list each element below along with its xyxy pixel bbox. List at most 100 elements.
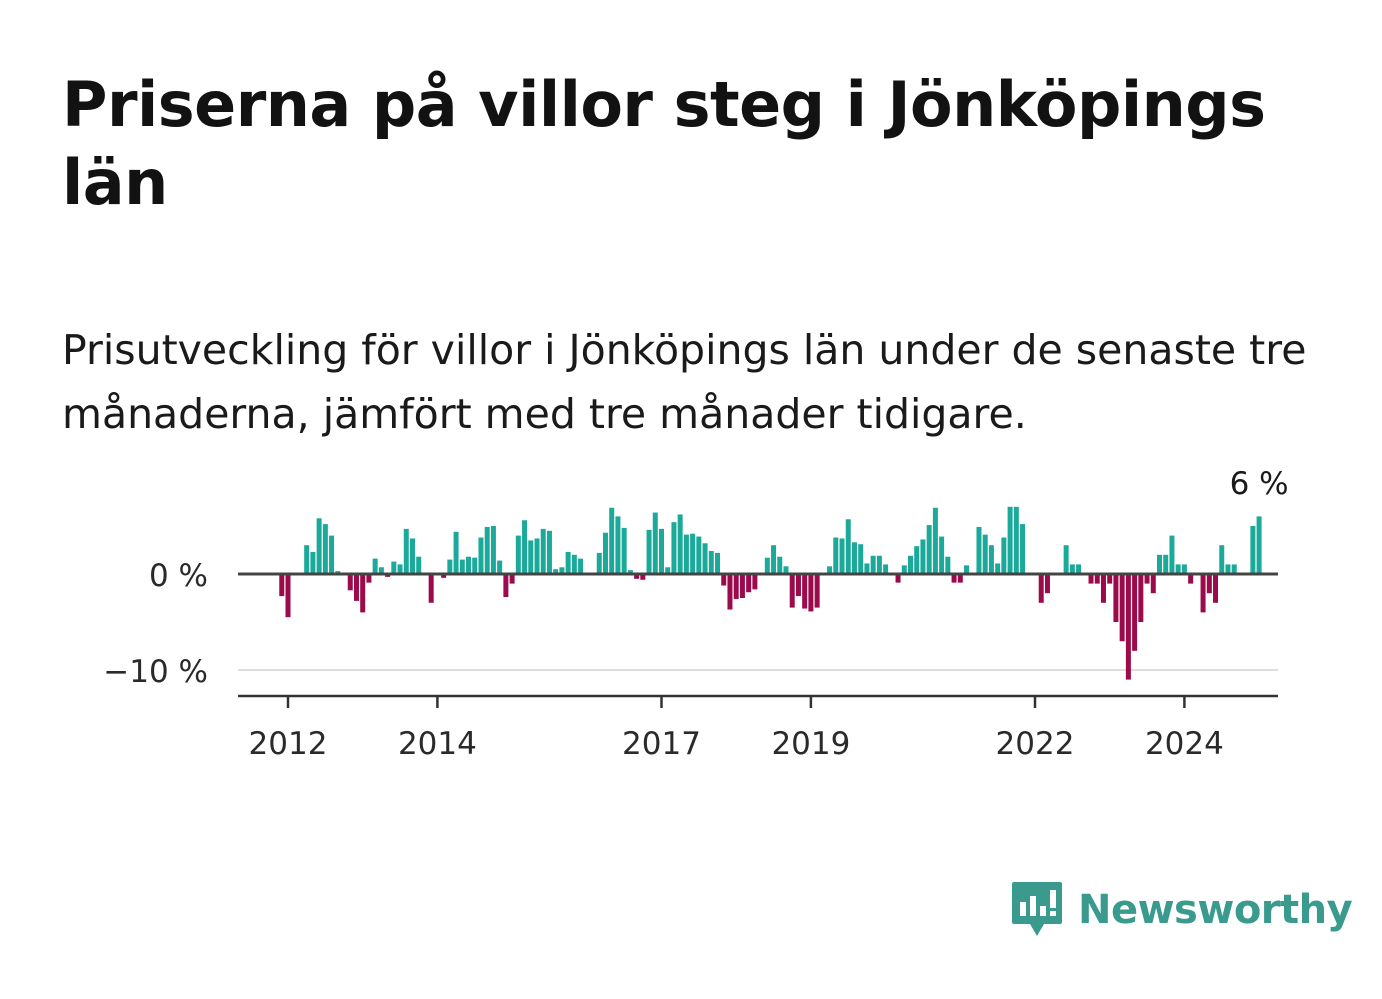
bar [652,512,658,574]
x-tick-label: 2019 [771,726,850,762]
bar [795,574,801,597]
bar [353,574,359,601]
bar [727,574,733,610]
bar [503,574,509,598]
bar [609,507,615,574]
bar [827,566,833,574]
bar [1020,524,1026,574]
bars [279,506,1262,680]
bar [322,524,328,574]
bar [976,526,982,574]
bar [578,558,584,574]
bar [783,566,789,574]
bar [1132,574,1138,651]
bar [932,507,938,574]
bar [771,545,777,574]
bar [646,529,652,574]
bar [484,526,490,574]
bar [839,538,845,574]
bar [1144,574,1150,584]
bar [571,554,577,574]
annotations: 6 % [1230,466,1289,502]
bar [683,534,689,574]
bar [553,569,559,574]
bar [1219,545,1225,574]
bar [814,574,820,608]
bar [1188,574,1194,584]
bar [671,522,677,574]
axes [238,572,1278,708]
bar [895,574,901,583]
bar [702,543,708,574]
bar [478,537,484,574]
bar [1013,506,1019,574]
bar [988,545,994,574]
bar [509,574,515,584]
bar [1231,564,1237,574]
bar [777,556,783,574]
bar [870,555,876,574]
bar [845,519,851,574]
bar [316,518,322,574]
bar [515,535,521,574]
bar [310,551,316,574]
bar [883,564,889,574]
bar [285,574,291,618]
brand-name: Newsworthy [1078,887,1353,933]
bar [634,574,640,579]
bar [1069,564,1075,574]
bar [410,538,415,574]
bar [565,551,571,574]
bar [1107,574,1113,584]
bar [808,574,814,612]
bar [540,528,546,574]
bar [360,574,366,613]
x-tick-label: 2012 [249,726,328,762]
bar [428,574,434,603]
bar [789,574,795,608]
bar [752,574,758,590]
bar [995,563,1001,574]
bar [279,574,285,597]
bar [304,545,310,574]
bar [1169,535,1175,574]
bar [1181,564,1187,574]
bar [659,528,664,574]
bar [764,557,770,574]
bar [908,555,913,574]
bar [403,528,409,574]
bar [1206,574,1212,594]
bar [964,565,970,574]
bar [957,574,963,583]
bar [447,559,453,574]
tick-labels: 0 % −10 % 2012 2014 2017 2019 2022 2024 [103,558,1224,762]
newsworthy-logo-icon [1012,882,1062,936]
bar [1007,506,1013,574]
bar [708,550,714,574]
bar [721,574,727,586]
bar [1213,574,1219,603]
x-tick-label: 2024 [1145,726,1224,762]
bar [466,556,472,574]
bar [982,534,988,574]
bar [459,559,465,574]
bar [733,574,739,599]
bar [665,567,671,574]
bar [851,542,857,574]
bar [1038,574,1044,603]
bar [490,526,496,574]
bar [1094,574,1100,584]
bar [534,538,540,574]
bar [715,552,721,574]
bar [739,574,745,598]
bar [1157,554,1162,574]
bar [920,539,926,574]
bar [1250,526,1256,574]
bar [1044,574,1050,594]
bar [378,567,384,574]
bar [1063,545,1069,574]
bar [621,527,627,574]
bar [546,530,552,574]
bar [876,555,882,574]
page-title: Priserna på villor steg i Jönköpings län [62,68,1266,219]
